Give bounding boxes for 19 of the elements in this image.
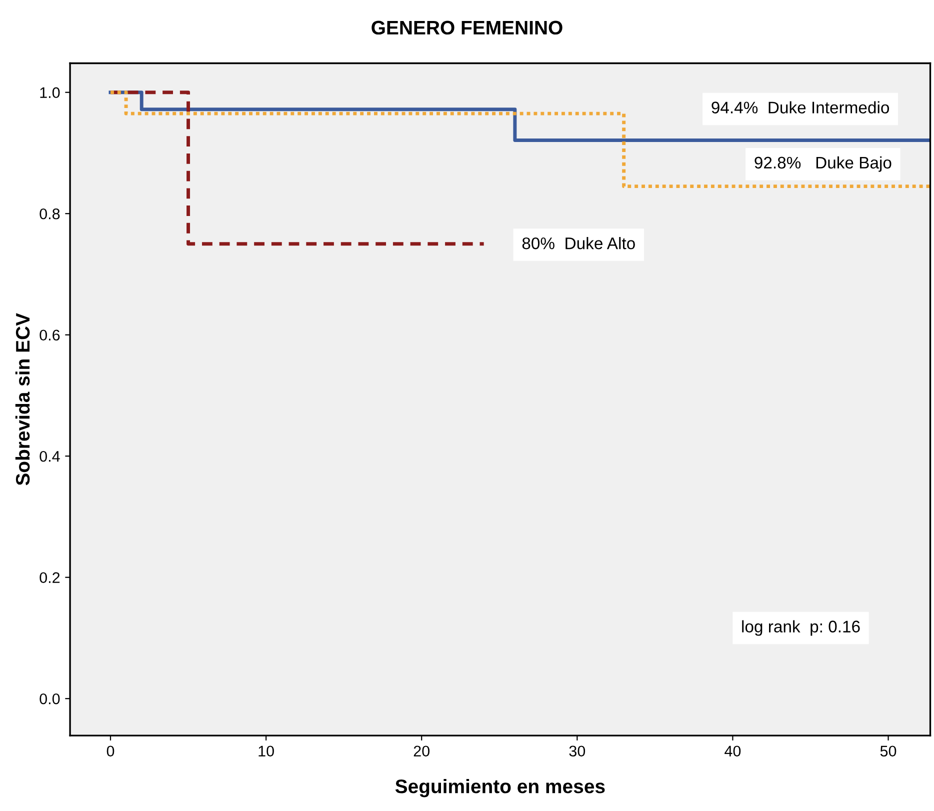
- annotation: 94.4% Duke Intermedio: [712, 101, 890, 114]
- x-tick-label: 50: [880, 746, 896, 757]
- x-tick-label: 30: [569, 746, 586, 757]
- y-axis-title: Sobrevida sin ECV: [15, 313, 30, 486]
- x-tick-label: 40: [724, 746, 741, 757]
- x-tick-label: 0: [106, 746, 114, 757]
- annotation: log rank p: 0.16: [742, 620, 860, 636]
- annotation: 80% Duke Alto: [522, 237, 635, 250]
- annotation: 92.8% Duke Bajo: [754, 156, 892, 172]
- x-axis-title: Seguimiento en meses: [395, 778, 605, 798]
- x-tick-label: 20: [414, 746, 430, 757]
- chart-title: GENERO FEMENINO: [372, 20, 562, 35]
- y-tick-label: 0.6: [40, 330, 60, 341]
- y-tick-label: 0.0: [40, 693, 60, 704]
- y-tick-label: 1.0: [40, 87, 60, 98]
- y-tick-label: 0.2: [40, 572, 60, 584]
- y-tick-label: 0.4: [40, 450, 60, 462]
- y-tick-label: 0.8: [40, 208, 60, 220]
- x-tick-label: 10: [258, 746, 274, 757]
